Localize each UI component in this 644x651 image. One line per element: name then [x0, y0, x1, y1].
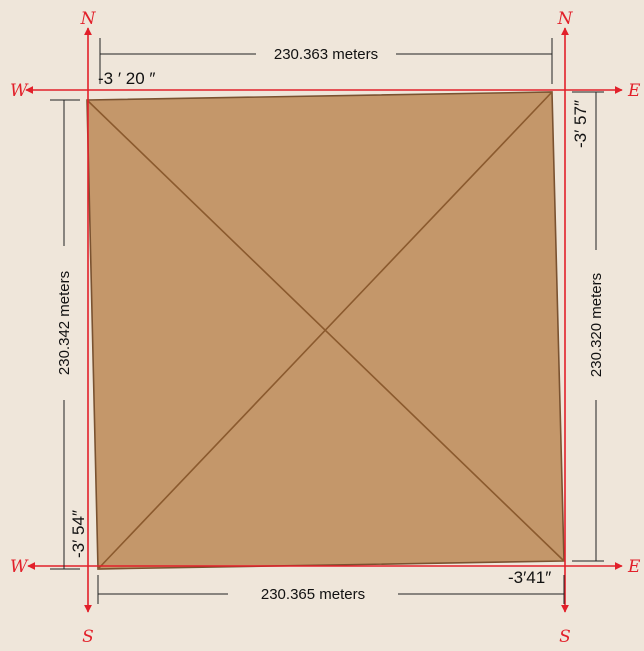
angle-northwest: -3 ′ 20 ″	[98, 69, 155, 88]
compass-south-left: S	[82, 627, 94, 647]
dimension-bottom-label: 230.365 meters	[261, 586, 365, 603]
compass-east-bottom: E	[627, 557, 641, 577]
dimension-top: 230.363 meters	[99, 38, 553, 84]
dimension-right: 230.320 meters	[572, 91, 605, 562]
dimension-top-label: 230.363 meters	[274, 46, 378, 63]
diagonal-ne-sw	[97, 91, 553, 570]
angle-southeast: -3′41″	[508, 568, 551, 587]
compass-west-bottom: W	[10, 557, 29, 577]
compass-south-right: S	[559, 627, 571, 647]
dimension-left-label: 230.342 meters	[56, 271, 73, 375]
dimension-left: 230.342 meters	[50, 99, 80, 570]
dimension-bottom: 230.365 meters	[97, 575, 565, 604]
angle-southwest: -3′ 54″	[69, 510, 88, 558]
angle-northeast: -3′ 57″	[571, 100, 590, 148]
compass-north-left: N	[80, 9, 97, 29]
compass-west-top: W	[10, 81, 29, 101]
compass-east-top: E	[627, 81, 641, 101]
dimension-right-label: 230.320 meters	[588, 273, 605, 377]
compass-north-right: N	[557, 9, 574, 29]
